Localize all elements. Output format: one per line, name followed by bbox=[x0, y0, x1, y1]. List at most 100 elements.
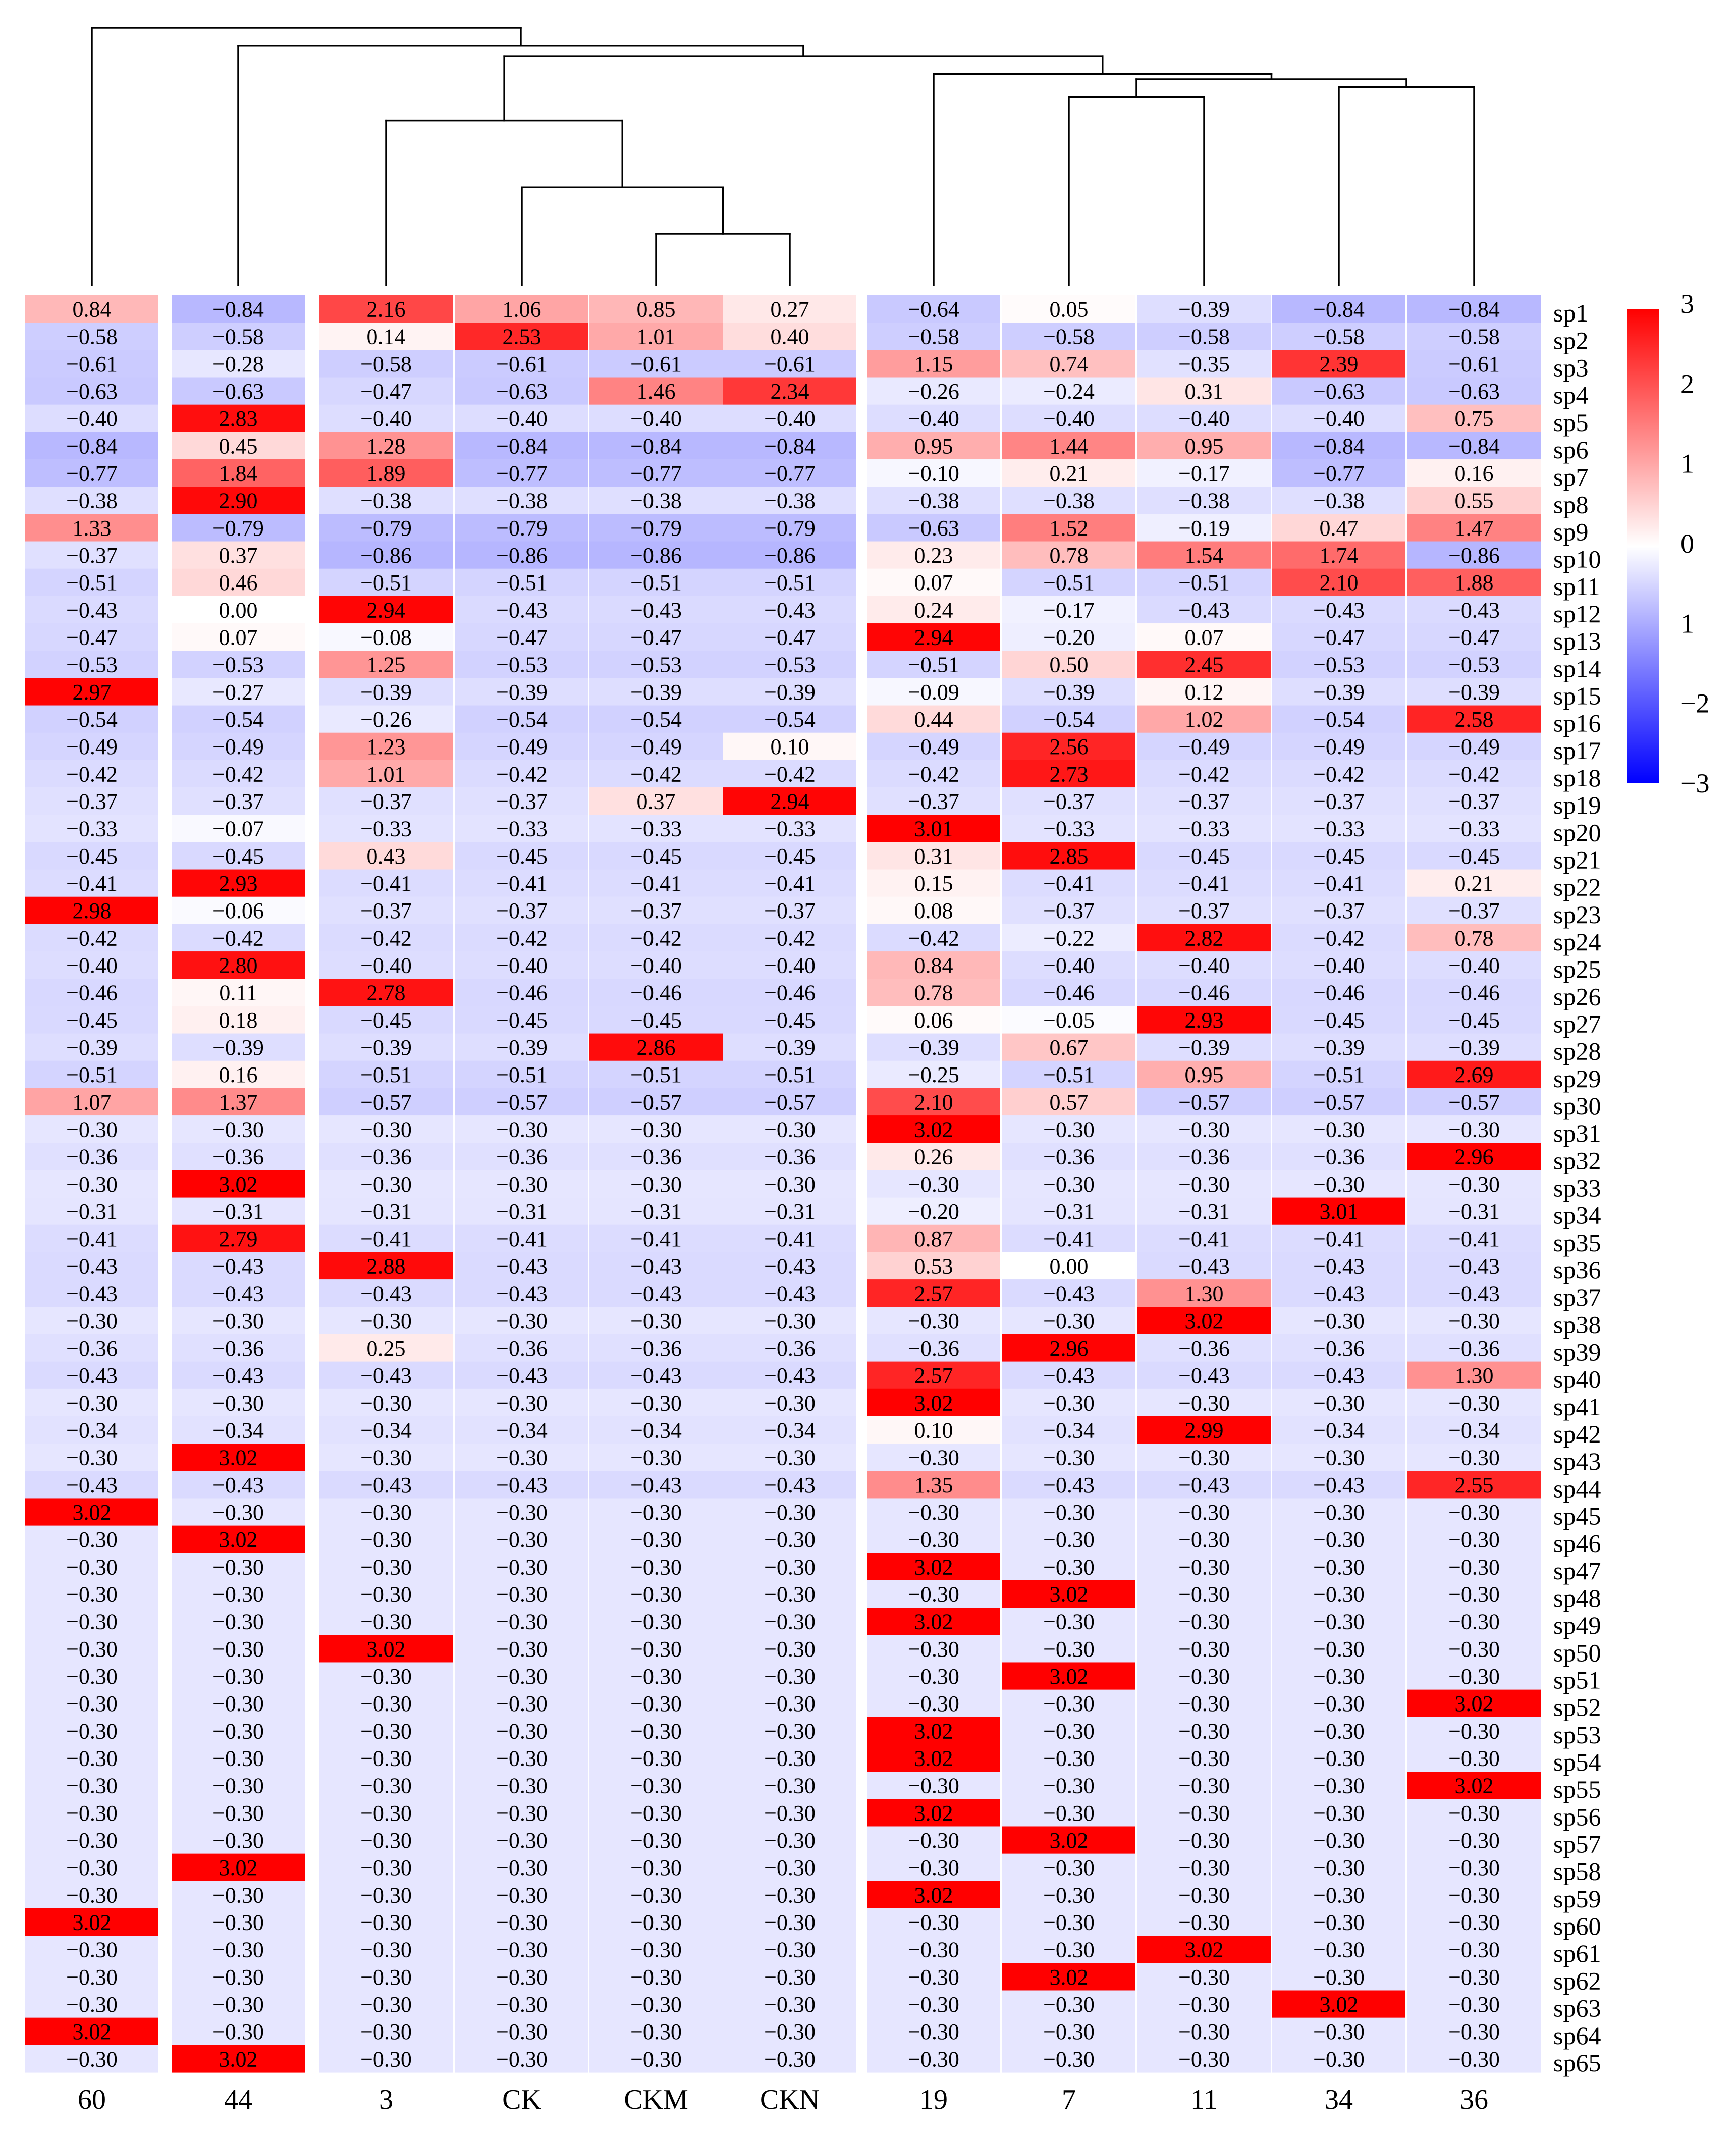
cell-value: −0.45 bbox=[360, 1008, 412, 1033]
cell-value: −0.30 bbox=[496, 1910, 548, 1935]
heatmap-cell bbox=[589, 295, 723, 323]
heatmap-cell bbox=[319, 323, 453, 350]
row-label: sp52 bbox=[1553, 1693, 1601, 1722]
cell-value: −0.30 bbox=[630, 1855, 682, 1880]
cell-value: −0.42 bbox=[630, 926, 682, 950]
row-label: sp16 bbox=[1553, 709, 1601, 737]
row-label: sp1 bbox=[1553, 299, 1588, 327]
cell-value: −0.30 bbox=[908, 1664, 959, 1689]
heatmap-cell bbox=[1272, 1170, 1405, 1198]
cell-value: 0.50 bbox=[1050, 653, 1089, 677]
cell-value: −0.30 bbox=[496, 1883, 548, 1907]
cell-value: −0.51 bbox=[764, 570, 816, 595]
cell-value: 0.85 bbox=[637, 297, 676, 322]
cell-value: −0.79 bbox=[360, 516, 412, 541]
heatmap-cell bbox=[1272, 295, 1405, 323]
cell-value: 3.02 bbox=[1050, 1582, 1089, 1607]
heatmap-cell bbox=[455, 705, 588, 733]
cell-value: −0.30 bbox=[1313, 1446, 1365, 1470]
cell-value: 0.16 bbox=[1455, 461, 1494, 486]
cell-value: −0.30 bbox=[1178, 1117, 1230, 1142]
heatmap-cell bbox=[1002, 842, 1135, 870]
row-label: sp62 bbox=[1553, 1966, 1601, 1995]
cell-value: −0.43 bbox=[1313, 1473, 1365, 1498]
cell-value: 2.58 bbox=[1455, 707, 1494, 732]
heatmap-cell bbox=[319, 404, 453, 433]
cell-value: 0.07 bbox=[914, 570, 953, 595]
cell-value: −0.51 bbox=[496, 1062, 548, 1087]
cell-value: −0.36 bbox=[630, 1145, 682, 1169]
cell-value: −0.31 bbox=[630, 1199, 682, 1224]
cell-value: −0.43 bbox=[1178, 1254, 1230, 1278]
cell-value: −0.53 bbox=[66, 653, 118, 677]
row-label: sp11 bbox=[1553, 572, 1600, 601]
cell-value: −0.30 bbox=[1178, 1992, 1230, 2017]
cell-value: −0.41 bbox=[1448, 1226, 1500, 1251]
cell-value: −0.30 bbox=[1313, 1855, 1365, 1880]
cell-value: −0.30 bbox=[1043, 1938, 1095, 1962]
heatmap-cell bbox=[723, 705, 856, 733]
row-label: sp37 bbox=[1553, 1283, 1601, 1311]
heatmap-cell bbox=[1407, 1006, 1541, 1034]
row-label: sp19 bbox=[1553, 791, 1601, 819]
cell-value: −0.30 bbox=[360, 1664, 412, 1689]
cell-value: −0.30 bbox=[764, 2047, 816, 2071]
heatmap-cell bbox=[25, 896, 158, 925]
heatmap-cell bbox=[589, 815, 723, 842]
heatmap-cell bbox=[1002, 1224, 1135, 1253]
cell-value: −0.39 bbox=[908, 1035, 959, 1060]
cell-value: −0.30 bbox=[1178, 1664, 1230, 1689]
cell-value: −0.45 bbox=[764, 844, 816, 869]
cell-value: −0.42 bbox=[212, 926, 264, 950]
heatmap-cell bbox=[867, 1006, 1000, 1034]
heatmap-cell bbox=[723, 1006, 856, 1034]
cell-value: −0.17 bbox=[1043, 598, 1095, 622]
heatmap-cell bbox=[1137, 732, 1271, 761]
cell-value: −0.30 bbox=[1313, 1172, 1365, 1197]
heatmap-cell bbox=[1272, 432, 1405, 460]
cell-value: −0.30 bbox=[1448, 1117, 1500, 1142]
heatmap-cell bbox=[1002, 1170, 1135, 1198]
cell-value: −0.30 bbox=[908, 1309, 959, 1333]
cell-value: −0.30 bbox=[1043, 1883, 1095, 1907]
cell-value: 1.88 bbox=[1455, 570, 1494, 595]
cell-value: −0.30 bbox=[764, 1719, 816, 1743]
cell-value: −0.46 bbox=[1313, 981, 1365, 1005]
cell-value: −0.30 bbox=[764, 1828, 816, 1853]
cell-value: −0.30 bbox=[764, 1910, 816, 1935]
cell-value: −0.54 bbox=[496, 707, 548, 732]
heatmap-cell bbox=[589, 432, 723, 460]
cell-value: 0.14 bbox=[367, 325, 406, 349]
cell-value: −0.30 bbox=[66, 1992, 118, 2017]
cell-value: −0.30 bbox=[212, 1309, 264, 1333]
cell-value: −0.30 bbox=[764, 2019, 816, 2044]
heatmap-cell bbox=[172, 1060, 305, 1089]
cell-value: −0.20 bbox=[908, 1199, 959, 1224]
heatmap-cell bbox=[319, 924, 453, 952]
heatmap-cell bbox=[723, 459, 856, 487]
cell-value: 1.07 bbox=[73, 1090, 112, 1114]
cell-value: −0.58 bbox=[1313, 325, 1365, 349]
cell-value: −0.30 bbox=[360, 1172, 412, 1197]
cell-value: −0.41 bbox=[1043, 871, 1095, 896]
cell-value: 0.78 bbox=[1455, 926, 1494, 950]
heatmap-cell bbox=[1137, 760, 1271, 788]
cell-value: −0.45 bbox=[496, 844, 548, 869]
heatmap-cell bbox=[1272, 596, 1405, 624]
cell-value: −0.30 bbox=[496, 1500, 548, 1525]
cell-value: −0.30 bbox=[1313, 1637, 1365, 1662]
row-label: sp41 bbox=[1553, 1393, 1601, 1421]
row-label: sp24 bbox=[1553, 928, 1601, 956]
cell-value: 0.55 bbox=[1455, 489, 1494, 513]
cell-value: −0.30 bbox=[908, 1500, 959, 1525]
cell-value: −0.30 bbox=[1178, 1883, 1230, 1907]
heatmap-cell bbox=[172, 295, 305, 323]
heatmap-cell bbox=[867, 924, 1000, 952]
cell-value: 1.25 bbox=[367, 653, 406, 677]
cell-value: −0.30 bbox=[1313, 1719, 1365, 1743]
heatmap-cell bbox=[25, 623, 158, 651]
cell-value: 1.37 bbox=[219, 1090, 258, 1114]
cell-value: −0.30 bbox=[360, 2019, 412, 2044]
cell-value: −0.30 bbox=[630, 1719, 682, 1743]
heatmap-cell bbox=[1272, 760, 1405, 788]
